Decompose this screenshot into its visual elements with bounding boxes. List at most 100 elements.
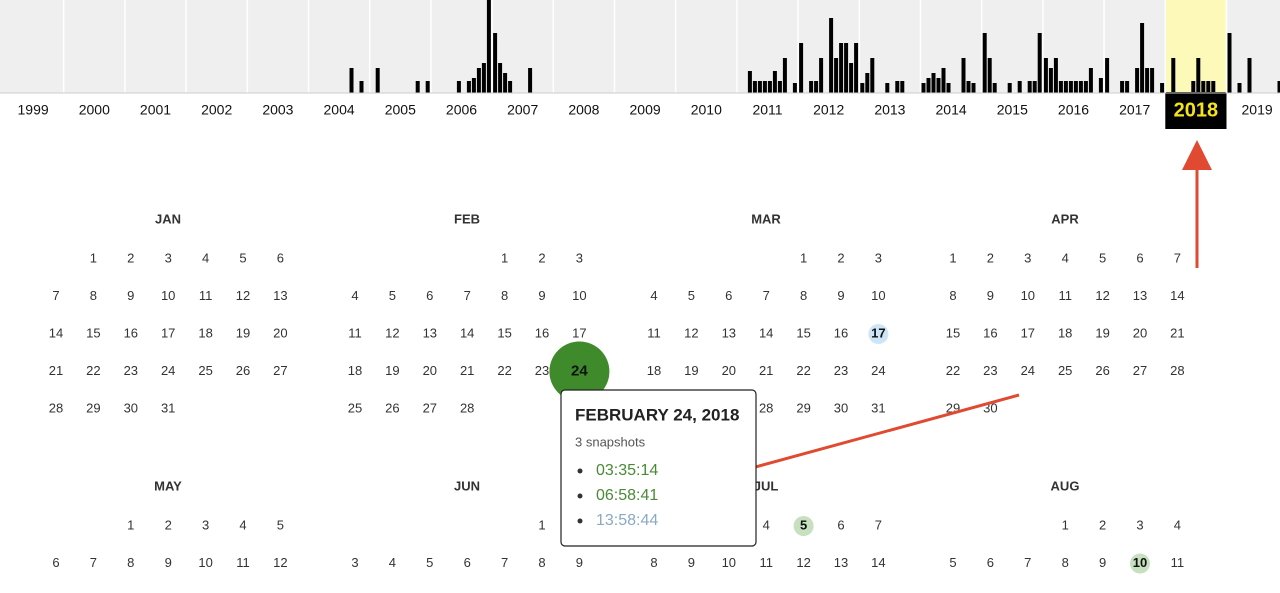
day-number[interactable]: 9 [538, 288, 545, 303]
day-number[interactable]: 20 [1133, 325, 1147, 340]
day-number[interactable]: 7 [52, 288, 59, 303]
day-number[interactable]: 4 [389, 555, 396, 570]
year-label[interactable]: 2012 [813, 102, 844, 118]
day-number[interactable]: 26 [236, 363, 250, 378]
day-number[interactable]: 16 [535, 325, 549, 340]
day-number[interactable]: 15 [86, 325, 100, 340]
day-number[interactable]: 20 [722, 363, 736, 378]
day-number[interactable]: 3 [202, 517, 209, 532]
day-number[interactable]: 8 [800, 288, 807, 303]
year-label[interactable]: 2016 [1058, 102, 1089, 118]
day-number[interactable]: 13 [273, 288, 287, 303]
day-number[interactable]: 7 [464, 288, 471, 303]
day-number[interactable]: 3 [351, 555, 358, 570]
year-label[interactable]: 2003 [262, 102, 293, 118]
day-number[interactable]: 5 [389, 288, 396, 303]
day-number[interactable]: 28 [759, 400, 773, 415]
day-number[interactable]: 12 [796, 555, 810, 570]
day-number[interactable]: 11 [348, 325, 362, 340]
day-number[interactable]: 11 [1058, 288, 1072, 303]
day-number[interactable]: 19 [385, 363, 399, 378]
day-number[interactable]: 21 [460, 363, 474, 378]
day-number[interactable]: 28 [49, 400, 63, 415]
day-number[interactable]: 1 [1062, 517, 1069, 532]
day-number[interactable]: 22 [946, 363, 960, 378]
day-number[interactable]: 27 [423, 400, 437, 415]
day-number[interactable]: 2 [127, 250, 134, 265]
day-number[interactable]: 15 [497, 325, 511, 340]
day-number[interactable]: 13 [423, 325, 437, 340]
day-number[interactable]: 6 [1136, 250, 1143, 265]
day-number[interactable]: 13 [722, 325, 736, 340]
day-number[interactable]: 30 [124, 400, 138, 415]
snapshot-time[interactable]: 13:58:44 [596, 512, 658, 529]
year-label[interactable]: 2019 [1242, 102, 1273, 118]
year-label[interactable]: 2015 [997, 102, 1028, 118]
day-number[interactable]: 24 [571, 362, 588, 379]
day-number[interactable]: 15 [796, 325, 810, 340]
year-label[interactable]: 2002 [201, 102, 232, 118]
day-number[interactable]: 7 [1024, 555, 1031, 570]
day-number[interactable]: 23 [535, 363, 549, 378]
day-number[interactable]: 1 [800, 250, 807, 265]
day-number[interactable]: 8 [538, 555, 545, 570]
day-number[interactable]: 4 [1174, 517, 1181, 532]
day-number[interactable]: 11 [236, 555, 250, 570]
day-number[interactable]: 10 [572, 288, 586, 303]
day-highlight[interactable] [868, 324, 889, 344]
day-number[interactable]: 23 [124, 363, 138, 378]
year-label[interactable]: 2005 [385, 102, 416, 118]
day-number[interactable]: 2 [165, 517, 172, 532]
day-number[interactable]: 11 [647, 325, 661, 340]
day-number[interactable]: 30 [834, 400, 848, 415]
day-number[interactable]: 10 [1021, 288, 1035, 303]
day-number[interactable]: 18 [348, 363, 362, 378]
day-number[interactable]: 8 [90, 288, 97, 303]
day-number[interactable]: 28 [1170, 363, 1184, 378]
day-number[interactable]: 9 [837, 288, 844, 303]
day-number[interactable]: 1 [127, 517, 134, 532]
day-number[interactable]: 8 [650, 555, 657, 570]
day-number[interactable]: 15 [946, 325, 960, 340]
day-number[interactable]: 21 [759, 363, 773, 378]
day-number[interactable]: 24 [161, 363, 175, 378]
day-number[interactable]: 25 [198, 363, 212, 378]
day-number[interactable]: 7 [1174, 250, 1181, 265]
day-number[interactable]: 8 [1062, 555, 1069, 570]
day-number[interactable]: 2 [837, 250, 844, 265]
day-number[interactable]: 20 [423, 363, 437, 378]
day-number[interactable]: 10 [198, 555, 212, 570]
day-number[interactable]: 6 [725, 288, 732, 303]
day-number[interactable]: 17 [871, 325, 885, 340]
day-number[interactable]: 1 [538, 517, 545, 532]
day-number[interactable]: 14 [759, 325, 773, 340]
year-label[interactable]: 2011 [752, 102, 782, 118]
year-label[interactable]: 2007 [507, 102, 538, 118]
day-number[interactable]: 6 [837, 517, 844, 532]
day-number[interactable]: 5 [426, 555, 433, 570]
day-number[interactable]: 1 [501, 250, 508, 265]
day-number[interactable]: 10 [871, 288, 885, 303]
day-number[interactable]: 4 [650, 288, 657, 303]
day-number[interactable]: 27 [1133, 363, 1147, 378]
day-number[interactable]: 5 [688, 288, 695, 303]
day-number[interactable]: 14 [871, 555, 885, 570]
day-number[interactable]: 25 [348, 400, 362, 415]
day-number[interactable]: 9 [576, 555, 583, 570]
day-number[interactable]: 7 [501, 555, 508, 570]
day-number[interactable]: 27 [273, 363, 287, 378]
day-number[interactable]: 14 [460, 325, 474, 340]
year-label[interactable]: 2010 [691, 102, 722, 118]
day-number[interactable]: 2 [987, 250, 994, 265]
day-number[interactable]: 13 [834, 555, 848, 570]
day-number[interactable]: 13 [1133, 288, 1147, 303]
snapshot-time[interactable]: 03:35:14 [596, 462, 658, 479]
day-number[interactable]: 11 [199, 288, 213, 303]
day-number[interactable]: 5 [800, 517, 807, 532]
year-label[interactable]: 2009 [630, 102, 661, 118]
day-number[interactable]: 23 [834, 363, 848, 378]
year-label[interactable]: 2008 [568, 102, 599, 118]
day-number[interactable]: 22 [796, 363, 810, 378]
day-number[interactable]: 26 [1095, 363, 1109, 378]
year-label[interactable]: 2004 [324, 102, 355, 118]
